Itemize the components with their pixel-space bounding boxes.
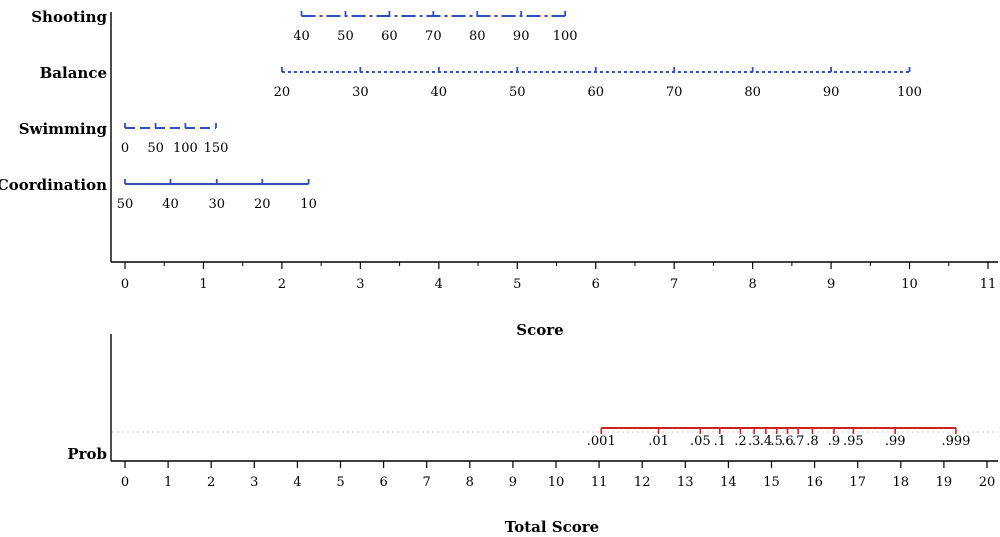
shooting-tick-label: 90 (513, 29, 530, 44)
prob-tick-label: .999 (941, 434, 970, 449)
total-score-axis-tick-label: 18 (893, 475, 910, 490)
score-axis-tick-label: 6 (592, 277, 600, 292)
total-score-axis-tick-label: 2 (207, 475, 215, 490)
score-axis-tick-label: 9 (827, 277, 835, 292)
shooting-tick-label: 60 (381, 29, 398, 44)
prob-tick-label: .01 (648, 434, 669, 449)
balance-tick-label: 60 (587, 85, 604, 100)
balance-label: Balance (40, 64, 107, 82)
total-score-axis-tick-label: 15 (763, 475, 780, 490)
total-score-axis-tick-label: 3 (250, 475, 258, 490)
coordination-label: Coordination (0, 176, 107, 194)
coordination-tick-label: 10 (300, 197, 317, 212)
prob-tick-label: .95 (843, 434, 864, 449)
total-score-axis-tick-label: 9 (509, 475, 517, 490)
shooting-tick-label: 40 (293, 29, 310, 44)
total-score-axis-tick-label: 1 (164, 475, 172, 490)
total-score-axis-tick-label: 4 (293, 475, 301, 490)
score-axis-tick-label: 5 (513, 277, 521, 292)
prob-tick-label: .001 (587, 434, 616, 449)
total-score-axis-tick-label: 7 (423, 475, 431, 490)
swimming-tick-label: 0 (121, 141, 129, 156)
total-score-axis-tick-label: 11 (591, 475, 608, 490)
total-score-axis-tick-label: 17 (849, 475, 866, 490)
balance-tick-label: 50 (509, 85, 526, 100)
total-score-axis-tick-label: 16 (806, 475, 823, 490)
prob-tick-label: .8 (806, 434, 818, 449)
score-axis-tick-label: 10 (901, 277, 918, 292)
prob-tick-label: .05 (690, 434, 711, 449)
score-axis-tick-label: 3 (356, 277, 364, 292)
score-axis-tick-label: 2 (278, 277, 286, 292)
total-score-axis-tick-label: 13 (677, 475, 694, 490)
total-score-axis-tick-label: 8 (466, 475, 474, 490)
shooting-tick-label: 80 (469, 29, 486, 44)
swimming-tick-label: 100 (173, 141, 198, 156)
score-axis-tick-label: 7 (670, 277, 678, 292)
balance-tick-label: 90 (823, 85, 840, 100)
score-panel: 0 1 2 3 4 5 6 7 8 9 10 11 Score Shooting 40 50 60 70 80 90 1… (0, 8, 998, 339)
total-score-axis-tick-label: 0 (121, 475, 129, 490)
total-score-axis-tick-label: 20 (979, 475, 996, 490)
total-score-axis-title: Total Score (505, 518, 599, 536)
balance-tick-label: 70 (666, 85, 683, 100)
coordination-tick-label: 50 (117, 197, 134, 212)
prob-tick-label: .99 (885, 434, 906, 449)
score-axis-tick-label: 11 (980, 277, 997, 292)
coordination-tick-label: 30 (209, 197, 226, 212)
balance-tick-label: 40 (431, 85, 448, 100)
prob-tick-label: .3 (748, 434, 760, 449)
prob-tick-label: .7 (792, 434, 804, 449)
shooting-label: Shooting (31, 8, 107, 26)
balance-tick-label: 20 (274, 85, 291, 100)
prob-tick-label: .9 (828, 434, 840, 449)
coordination-tick-label: 20 (254, 197, 271, 212)
shooting-tick-label: 100 (553, 29, 578, 44)
total-score-axis-tick-label: 14 (720, 475, 737, 490)
shooting-tick-label: 50 (337, 29, 354, 44)
balance-tick-label: 30 (352, 85, 369, 100)
total-score-axis-tick-label: 19 (936, 475, 953, 490)
shooting-tick-label: 70 (425, 29, 442, 44)
total-score-axis-tick-label: 5 (336, 475, 344, 490)
score-axis-title: Score (516, 321, 563, 339)
prob-tick-label: .2 (734, 434, 746, 449)
balance-tick-label: 100 (897, 85, 922, 100)
swimming-label: Swimming (19, 120, 108, 138)
prob-label: Prob (67, 445, 107, 463)
swimming-tick-label: 50 (147, 141, 164, 156)
score-axis-tick-label: 1 (199, 277, 207, 292)
score-axis-tick-label: 8 (748, 277, 756, 292)
total-score-axis-tick-label: 10 (548, 475, 565, 490)
score-axis-tick-label: 4 (435, 277, 443, 292)
prob-tick-label: .1 (714, 434, 726, 449)
score-axis-tick-label: 0 (121, 277, 129, 292)
total-score-axis-tick-label: 12 (634, 475, 651, 490)
balance-tick-label: 80 (744, 85, 761, 100)
coordination-tick-label: 40 (162, 197, 179, 212)
prob-tick-label: .4 (760, 434, 772, 449)
prob-tick-label: .5 (770, 434, 782, 449)
total-score-axis-tick-label: 6 (379, 475, 387, 490)
prob-tick-label: .6 (781, 434, 793, 449)
swimming-tick-label: 150 (204, 141, 229, 156)
